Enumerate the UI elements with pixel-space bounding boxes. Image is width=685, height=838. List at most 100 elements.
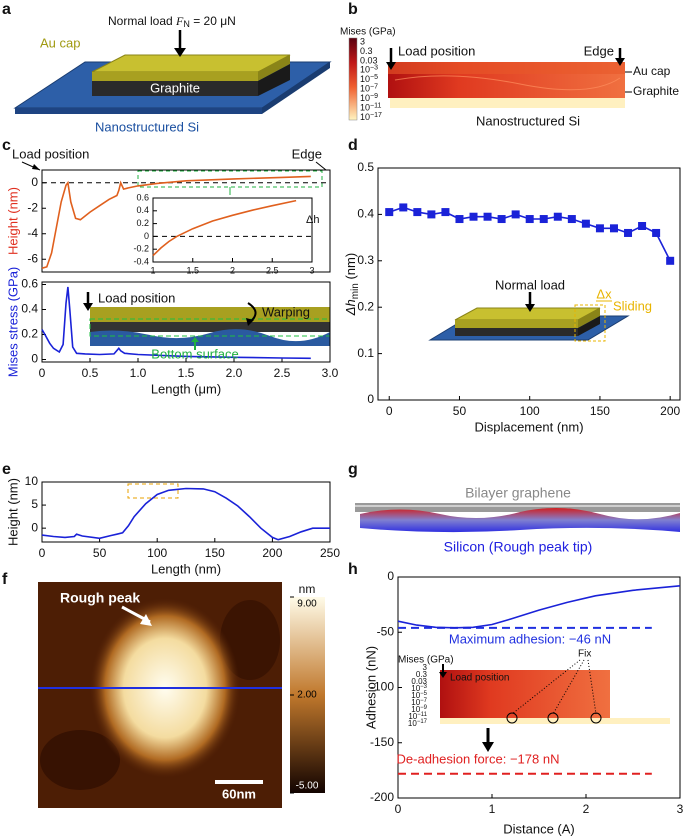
tick-base: 10 (408, 719, 417, 728)
colorbar-tick-label: 10−17 (408, 719, 428, 729)
x-tick-label: 1 (150, 265, 155, 275)
y-tick-label: 0.2 (357, 299, 374, 313)
annotation: Load position (98, 290, 175, 305)
y-tick-label: 0.3 (357, 253, 374, 267)
colorbar-tick-label: 3 (423, 663, 428, 672)
load-var: F (175, 14, 184, 28)
cap-label: Au cap (633, 64, 671, 78)
panel-label: g (348, 461, 358, 478)
colorbar-tick-label: 3 (360, 36, 365, 46)
load-label: Load position (398, 43, 475, 58)
data-point (413, 208, 422, 217)
panel-label: b (348, 1, 358, 18)
x-tick-label: 2 (583, 802, 590, 816)
annotation: Sliding (613, 298, 652, 313)
data-point (385, 208, 394, 217)
load-label: Normal load FN = 20 μN (108, 14, 236, 30)
colorbar-tick-label: -5.00 (296, 781, 319, 792)
plot-frame (41, 481, 331, 543)
tick-exponent: −9 (420, 705, 428, 711)
colorbar-tick-label: 10−17 (360, 112, 382, 123)
colorbar-tick-label: 10−3 (360, 64, 378, 75)
load-rest: = 20 μN (190, 14, 236, 28)
panel-label: f (2, 571, 8, 588)
graphene-label: Bilayer graphene (465, 485, 571, 501)
x-tick-label: 0.5 (82, 366, 99, 380)
y-axis-label: Height (nm) (5, 187, 20, 255)
annotation: Normal load (495, 277, 565, 292)
panel-label: c (2, 137, 11, 154)
tick-exponent: −11 (417, 712, 427, 718)
x-tick-label: 2.5 (266, 265, 279, 275)
colorbar-tick-label: 10−11 (360, 102, 381, 113)
x-tick-label: 1.5 (186, 265, 199, 275)
cap-label: Au cap (40, 35, 80, 50)
x-axis-label: Length (μm) (151, 381, 221, 396)
panel-labels: a b c d e f g h (2, 1, 358, 588)
panel-label: d (348, 137, 358, 154)
schematic-b: Mises (GPa) Load position Edge Au cap Gr… (340, 27, 679, 129)
x-axis-label: Length (nm) (151, 561, 221, 576)
y-axis-label: Mises stress (GPa) (5, 267, 20, 378)
silicon-label: Silicon (Rough peak tip) (444, 539, 593, 555)
y-tick-label: 5 (31, 497, 38, 511)
tick-base: 10 (411, 705, 420, 714)
graphite-label: Graphite (633, 84, 679, 98)
edge-label: Edge (584, 43, 614, 58)
highlight-box (127, 483, 179, 499)
colorbar-tick-label: 0.03 (360, 55, 378, 65)
x-tick-label: 50 (453, 404, 467, 418)
panel-label: h (348, 561, 358, 578)
panel-label: e (2, 461, 11, 478)
y-tick-label: 0 (31, 520, 38, 534)
y-tick-label: 0.2 (136, 218, 149, 228)
reference-label: De-adhesion force: −178 nN (397, 751, 560, 766)
data-line (152, 199, 297, 257)
x-tick-label: 0 (39, 546, 46, 560)
y-tick-label: -100 (370, 680, 394, 694)
y-tick-label: 0.4 (21, 302, 38, 316)
y-tick-label: -6 (27, 251, 38, 265)
annotation: Δh (306, 214, 319, 226)
y-tick-label: -4 (27, 226, 38, 240)
y-tick-label: 0.2 (21, 327, 38, 341)
graphite-label: Graphite (150, 80, 200, 95)
colorbar-unit: nm (299, 582, 316, 596)
y-axis-label: Height (nm) (5, 478, 20, 546)
x-tick-label: 3.0 (322, 366, 339, 380)
y-label-main: Δh (343, 299, 358, 316)
x-tick-label: 1.0 (130, 366, 147, 380)
reference-label: Maximum adhesion: −46 nN (449, 631, 611, 646)
y-tick-label: 0.6 (136, 192, 149, 202)
colorbar-tick-label: 10−7 (360, 83, 378, 94)
tick-base: 10 (411, 691, 420, 700)
tick-base: 10 (360, 93, 370, 103)
substrate-label: Nanostructured Si (95, 119, 199, 134)
schematic-g: Bilayer graphene Silicon (Rough peak tip… (355, 485, 680, 555)
data-line (397, 585, 681, 629)
x-tick-label: 0 (39, 366, 46, 380)
tick-exponent: −5 (370, 74, 378, 81)
peak-label: Rough peak (60, 590, 140, 606)
annotation: Load position (450, 673, 510, 684)
x-tick-label: 3 (309, 265, 314, 275)
colorbar-tick-label: 9.00 (297, 599, 317, 610)
x-axis-label: Displacement (nm) (474, 419, 583, 434)
y-axis-label: Adhesion (nN) (363, 646, 378, 729)
x-tick-label: 200 (262, 546, 282, 560)
data-point (595, 224, 604, 233)
y-tick-label: 0 (387, 569, 394, 583)
y-tick-label: 0.1 (357, 346, 374, 360)
tick-exponent: −7 (420, 698, 428, 704)
data-point (567, 215, 576, 224)
x-tick-label: 1 (489, 802, 496, 816)
y-tick-label: -50 (377, 624, 395, 638)
tick-exponent: −7 (370, 83, 378, 90)
y-tick-label: -200 (370, 790, 394, 804)
colorbar-tick-label: 10−3 (411, 684, 427, 694)
data-line (41, 286, 311, 360)
data-point (652, 228, 661, 237)
x-tick-label: 200 (660, 404, 680, 418)
data-point (441, 208, 450, 217)
data-point (483, 212, 492, 221)
